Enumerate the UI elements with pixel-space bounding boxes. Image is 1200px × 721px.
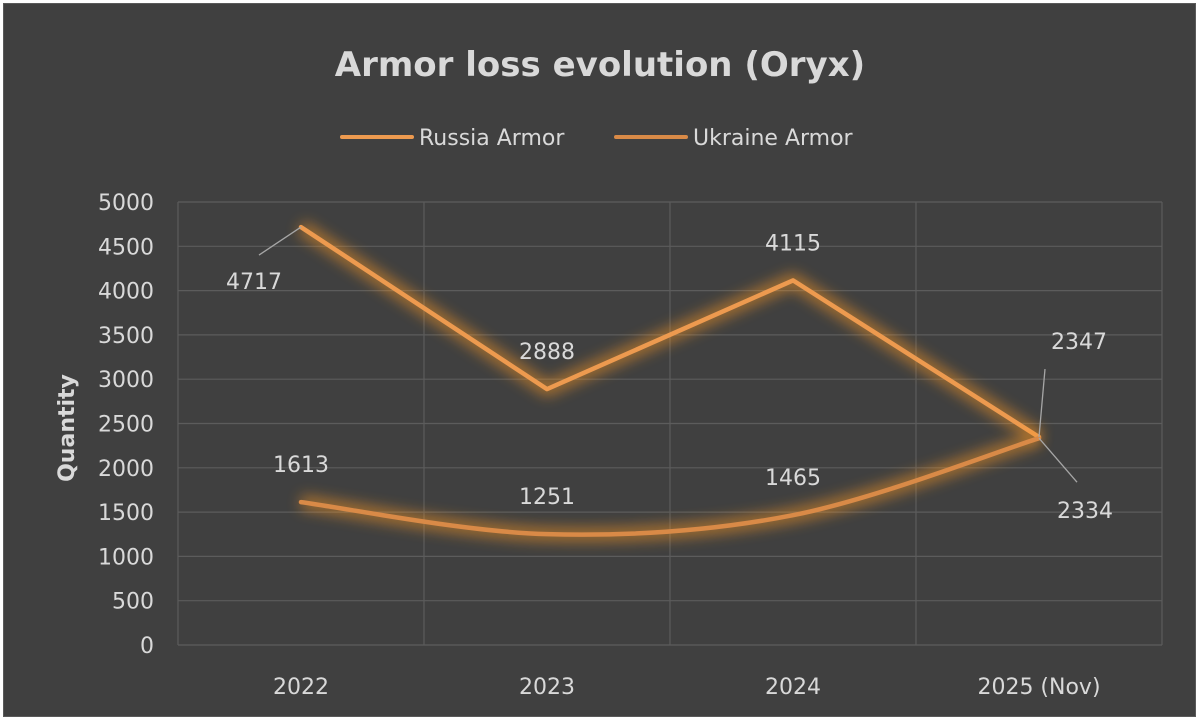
chart-frame: Armor loss evolution (Oryx) Russia Armor…	[3, 3, 1196, 717]
data-label: 1251	[519, 485, 575, 510]
y-tick-label: 1000	[98, 545, 154, 570]
chart-title: Armor loss evolution (Oryx)	[335, 45, 865, 85]
x-tick-label: 2025 (Nov)	[977, 675, 1100, 700]
y-axis-label: Quantity	[55, 374, 80, 482]
y-tick-label: 5000	[98, 191, 154, 216]
x-tick-label: 2023	[519, 675, 575, 700]
data-label-leader	[1038, 368, 1046, 438]
y-tick-label: 1500	[98, 501, 154, 526]
y-tick-label: 2500	[98, 413, 154, 438]
y-tick-label: 0	[140, 634, 154, 659]
data-label-leader	[258, 226, 302, 256]
x-tick-label: 2022	[273, 675, 329, 700]
data-labels: 4717 2888 4115 2347 1613 1251 1465 2334	[226, 226, 1113, 524]
x-axis-ticks: 2022 2023 2024 2025 (Nov)	[273, 675, 1101, 700]
data-label-leader	[1038, 437, 1078, 483]
legend: Russia Armor Ukraine Armor	[340, 126, 854, 151]
series-line	[298, 435, 1042, 537]
data-label: 1613	[273, 453, 329, 478]
series-ukraine-armor	[298, 431, 1042, 542]
x-tick-label: 2024	[765, 675, 821, 700]
chart-svg: Armor loss evolution (Oryx) Russia Armor…	[55, 45, 1163, 700]
y-tick-label: 3000	[98, 368, 154, 393]
y-tick-label: 4500	[98, 235, 154, 260]
legend-entry: Russia Armor	[419, 126, 565, 151]
series-russia-armor	[297, 221, 1043, 443]
series-layer	[297, 221, 1043, 542]
y-tick-label: 3500	[98, 324, 154, 349]
y-tick-label: 4000	[98, 280, 154, 305]
legend-entry: Ukraine Armor	[693, 126, 854, 151]
data-label: 2347	[1051, 330, 1107, 355]
y-tick-label: 500	[112, 590, 154, 615]
data-label: 2334	[1057, 499, 1113, 524]
y-axis-ticks: 0 500 1000 1500 2000 2500 3000 3500 4000 4500 5000	[98, 191, 154, 659]
data-label: 2888	[519, 340, 575, 365]
series-line	[298, 224, 1042, 440]
y-tick-label: 2000	[98, 457, 154, 482]
data-label: 4717	[226, 270, 282, 295]
data-label: 1465	[765, 466, 821, 491]
data-label: 4115	[765, 231, 821, 256]
